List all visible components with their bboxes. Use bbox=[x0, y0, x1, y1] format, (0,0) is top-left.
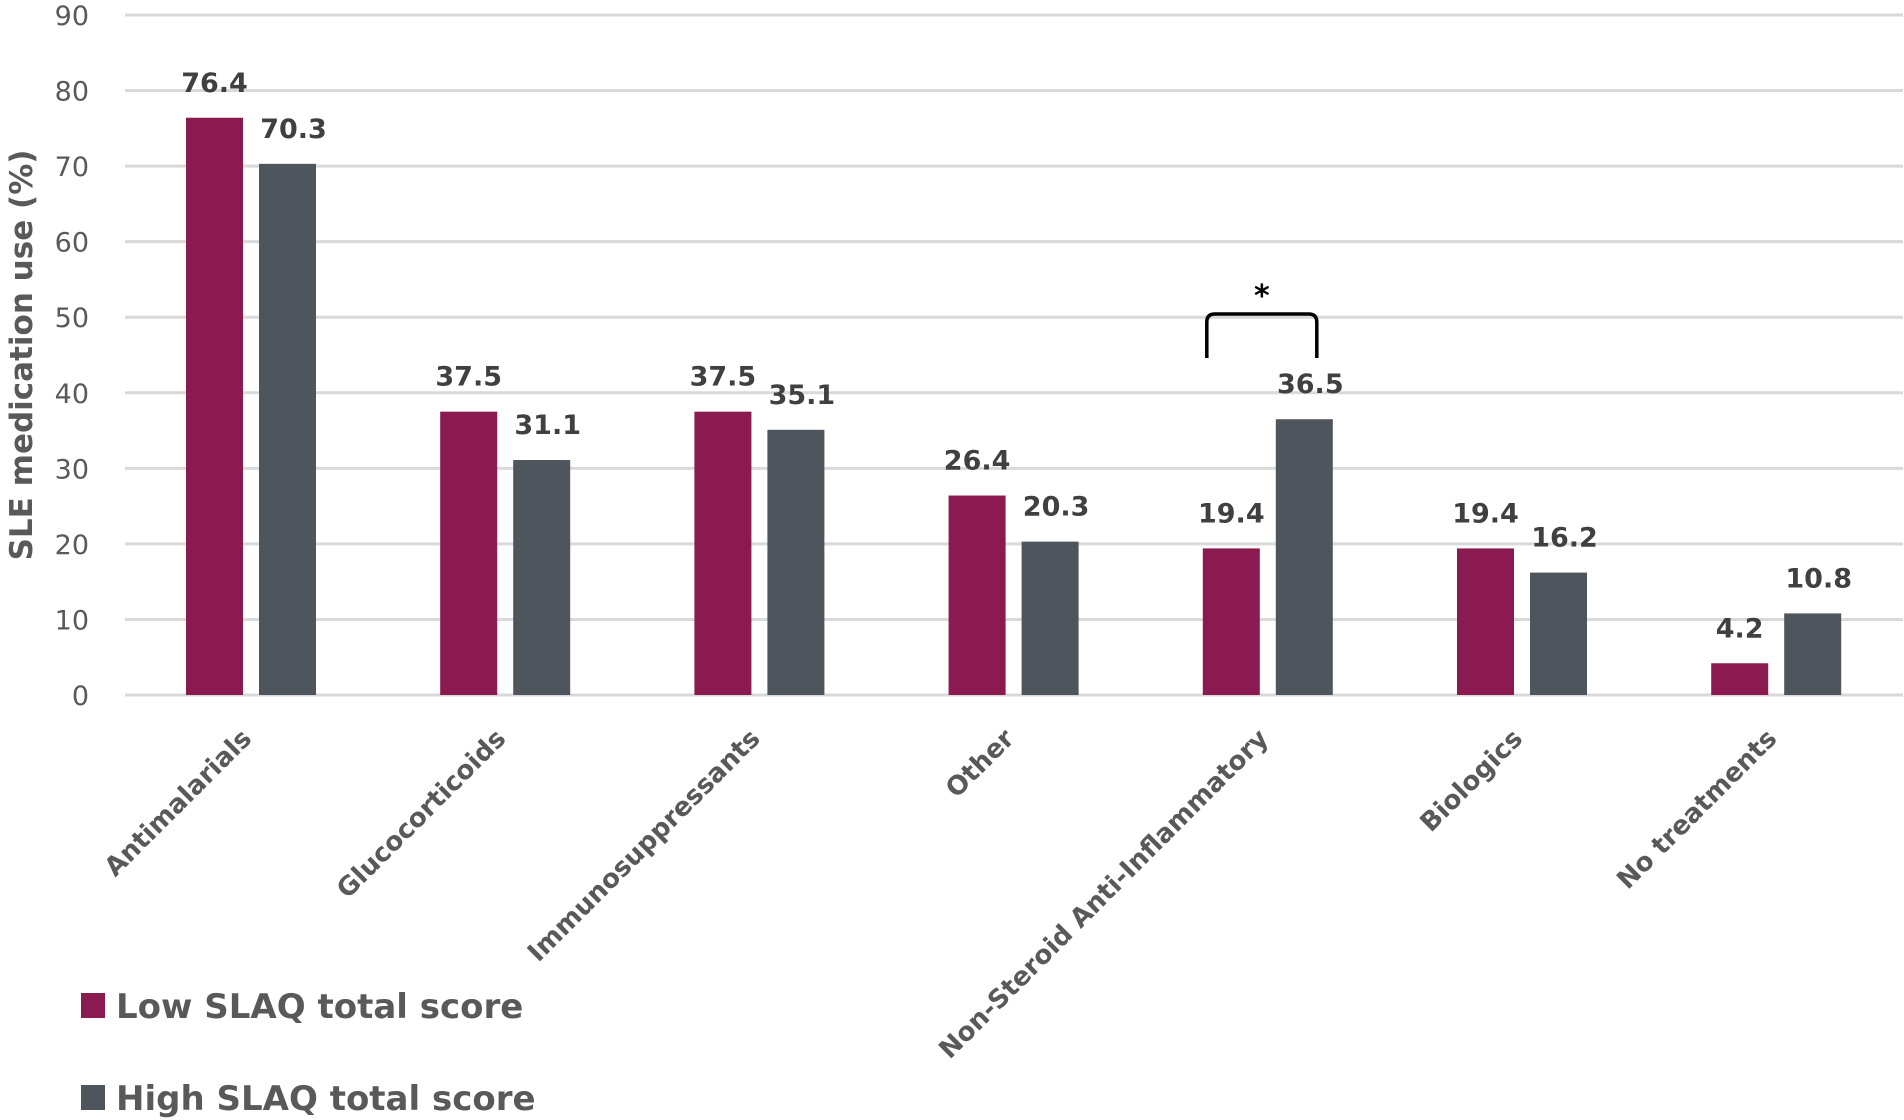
y-tick-label: 90 bbox=[55, 1, 89, 32]
value-label: 37.5 bbox=[435, 362, 502, 393]
value-label: 26.4 bbox=[944, 446, 1011, 477]
legend-swatch-high bbox=[81, 1085, 105, 1110]
bars bbox=[186, 117, 1842, 695]
y-tick-label: 10 bbox=[55, 605, 89, 636]
significance-bracket bbox=[1205, 312, 1319, 358]
category-label: Glucocorticoids bbox=[331, 724, 512, 905]
bar-high-5 bbox=[1530, 572, 1587, 695]
legend-label: High SLAQ total score bbox=[116, 1079, 536, 1119]
bar-low-1 bbox=[440, 411, 498, 695]
legend-swatch-low bbox=[81, 993, 105, 1018]
y-tick-label: 20 bbox=[55, 530, 89, 561]
value-label: 35.1 bbox=[769, 380, 836, 411]
value-label: 36.5 bbox=[1277, 369, 1344, 400]
y-tick-label: 80 bbox=[55, 77, 89, 108]
bar-high-1 bbox=[513, 460, 571, 695]
bar-low-2 bbox=[694, 411, 752, 695]
category-label: Antimalarials bbox=[99, 724, 258, 883]
y-tick-label: 0 bbox=[72, 681, 89, 712]
gridlines bbox=[125, 13, 1903, 697]
bar-high-3 bbox=[1021, 541, 1079, 695]
bar-low-4 bbox=[1202, 548, 1260, 695]
y-tick-label: 70 bbox=[55, 152, 89, 183]
significance-annotation: * bbox=[1205, 279, 1319, 358]
y-tick-label: 40 bbox=[55, 379, 89, 410]
value-label: 20.3 bbox=[1023, 492, 1090, 523]
bar-low-5 bbox=[1457, 548, 1514, 695]
legend: Low SLAQ total score High SLAQ total scor… bbox=[81, 987, 536, 1119]
bar-low-6 bbox=[1711, 663, 1769, 695]
y-tick-label: 60 bbox=[55, 228, 89, 259]
y-tick-label: 30 bbox=[55, 454, 89, 485]
value-labels: 76.4 70.3 37.5 31.1 37.5 35.1 26.4 20.3 19.4 36.5… bbox=[181, 68, 1852, 645]
bar-high-6 bbox=[1784, 613, 1842, 695]
bar-high-4 bbox=[1275, 419, 1333, 695]
bar-high-0 bbox=[259, 163, 316, 695]
value-label: 19.4 bbox=[1452, 498, 1519, 529]
value-label: 70.3 bbox=[260, 114, 327, 145]
value-label: 10.8 bbox=[1785, 563, 1852, 594]
y-axis-ticks: 0 10 20 30 40 50 60 70 80 90 bbox=[55, 1, 89, 712]
value-label: 76.4 bbox=[181, 68, 248, 99]
category-label: Immunosuppressants bbox=[522, 724, 766, 968]
bar-high-2 bbox=[767, 429, 825, 695]
value-label: 19.4 bbox=[1198, 498, 1265, 529]
category-label: No treatments bbox=[1612, 724, 1784, 896]
value-label: 4.2 bbox=[1716, 613, 1764, 644]
value-label: 37.5 bbox=[690, 362, 757, 393]
category-label: Other bbox=[940, 724, 1020, 804]
legend-label: Low SLAQ total score bbox=[116, 987, 523, 1027]
bar-low-3 bbox=[948, 495, 1006, 695]
category-label: Biologics bbox=[1415, 724, 1529, 838]
bar-low-0 bbox=[186, 117, 243, 695]
value-label: 31.1 bbox=[514, 410, 581, 441]
value-label: 16.2 bbox=[1531, 523, 1598, 554]
y-axis-label: SLE medication use (%) bbox=[4, 150, 40, 561]
y-tick-label: 50 bbox=[55, 303, 89, 334]
significance-asterisk: * bbox=[1254, 279, 1270, 314]
